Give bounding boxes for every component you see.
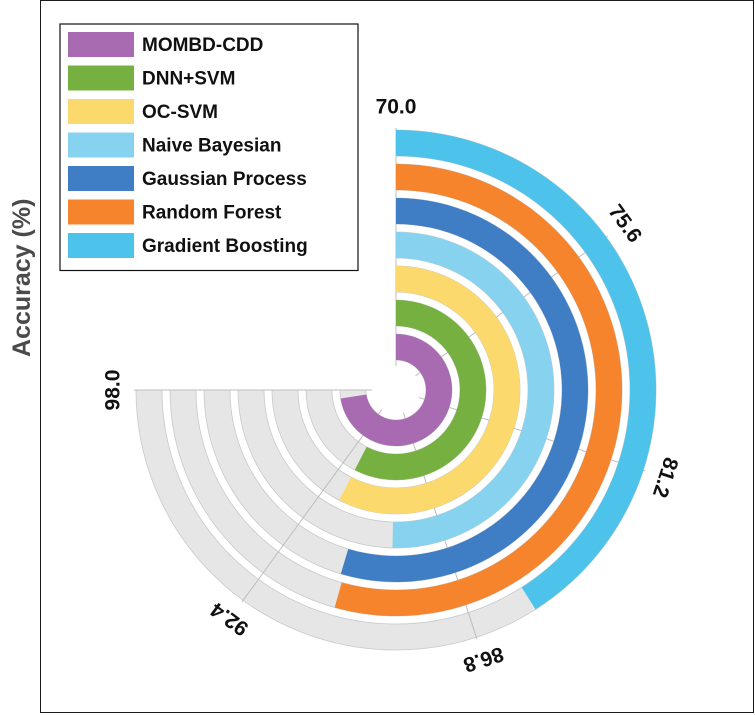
legend-swatch [68, 132, 134, 158]
legend-label: Gaussian Process [142, 169, 307, 190]
legend-swatch [68, 99, 134, 124]
bar-naive-bayesian [392, 232, 554, 548]
legend-label: Gradient Boosting [142, 236, 308, 257]
legend-label: MOMBD-CDD [142, 35, 263, 56]
legend-label: Naive Bayesian [142, 136, 281, 157]
legend-label: DNN+SVM [142, 69, 235, 90]
legend-swatch [68, 65, 134, 91]
legend-label: Random Forest [142, 203, 282, 224]
legend-swatch [68, 32, 134, 57]
tick-label: 81.2 [648, 454, 683, 500]
bar-oc-svm [339, 266, 520, 514]
tick-label: 70.0 [376, 96, 417, 119]
tick-label: 98.0 [102, 370, 125, 411]
bar-dnn-svm [354, 300, 486, 480]
grid-line [241, 409, 383, 603]
legend-swatch [68, 233, 134, 258]
tick-label: 86.8 [460, 642, 506, 677]
bar-mombd-cdd [340, 334, 453, 447]
bar-gradient-boosting [396, 130, 657, 610]
legend-label: OC-SVM [142, 102, 218, 123]
tick-label: 75.6 [604, 200, 647, 247]
legend-swatch [68, 166, 134, 191]
legend-swatch [68, 199, 134, 225]
tick-label: 92.4 [206, 597, 253, 640]
